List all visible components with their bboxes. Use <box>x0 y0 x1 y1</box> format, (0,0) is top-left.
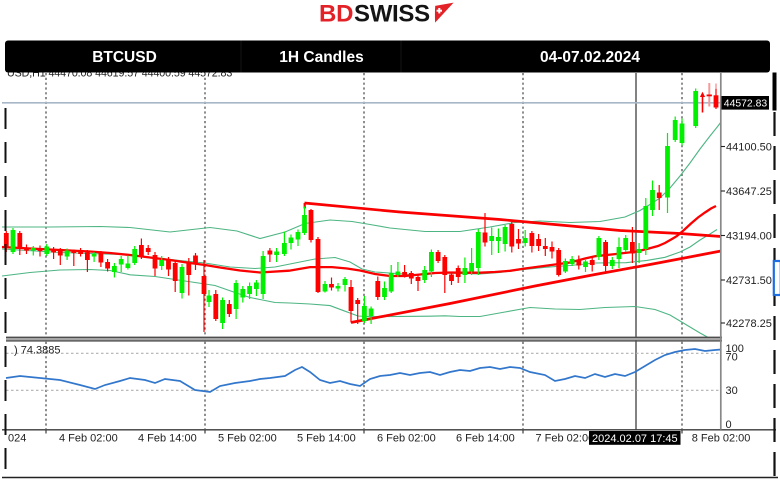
svg-text:30: 30 <box>726 385 738 397</box>
svg-text:BD: BD <box>319 1 353 28</box>
svg-text:5 Feb 02:00: 5 Feb 02:00 <box>218 433 277 445</box>
svg-text:44572.83: 44572.83 <box>724 99 768 110</box>
svg-text:BTCUSD: BTCUSD <box>92 49 157 66</box>
svg-text:1H Candles: 1H Candles <box>279 49 363 66</box>
svg-text:6 Feb 14:00: 6 Feb 14:00 <box>456 433 515 445</box>
svg-text:100: 100 <box>726 343 744 355</box>
svg-text:) 74.3885: ) 74.3885 <box>14 345 60 357</box>
svg-text:43194.00: 43194.00 <box>726 230 772 242</box>
svg-text:44100.50: 44100.50 <box>726 141 772 153</box>
svg-text:7 Feb 02:00: 7 Feb 02:00 <box>536 433 595 445</box>
svg-text:70: 70 <box>726 351 738 363</box>
svg-text:2024.02.07 17:45: 2024.02.07 17:45 <box>592 433 678 445</box>
svg-text:04-07.02.2024: 04-07.02.2024 <box>540 49 640 66</box>
svg-text:42731.50: 42731.50 <box>726 275 772 287</box>
svg-text:4 Feb 14:00: 4 Feb 14:00 <box>138 433 197 445</box>
svg-text:43647.25: 43647.25 <box>726 186 772 198</box>
svg-text:SWISS: SWISS <box>354 1 430 28</box>
svg-text:4 Feb 02:00: 4 Feb 02:00 <box>59 433 118 445</box>
svg-text:024: 024 <box>8 433 26 445</box>
svg-text:5 Feb 14:00: 5 Feb 14:00 <box>297 433 356 445</box>
svg-text:6 Feb 02:00: 6 Feb 02:00 <box>377 433 436 445</box>
svg-text:42278.25: 42278.25 <box>726 318 772 330</box>
svg-text:8 Feb 02:00: 8 Feb 02:00 <box>692 433 751 445</box>
svg-text:0: 0 <box>726 419 732 431</box>
